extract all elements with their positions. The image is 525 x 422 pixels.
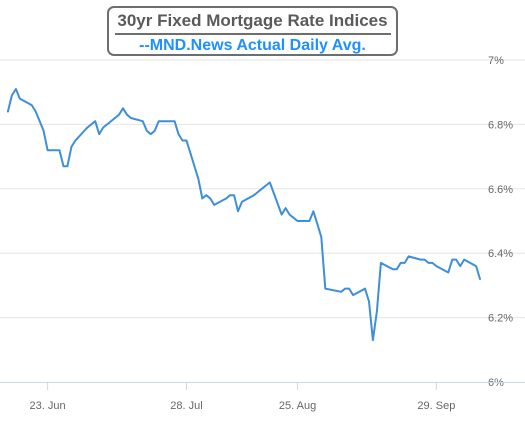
x-axis: 23. Jun 28. Jul 25. Aug 29. Sep (0, 382, 525, 412)
x-tick-label: 29. Sep (417, 400, 455, 412)
title-divider (114, 33, 391, 35)
chart-title-box: 30yr Fixed Mortgage Rate Indices --MND.N… (107, 6, 398, 56)
x-tick-label: 23. Jun (30, 400, 66, 412)
y-tick-label: 6.2% (488, 313, 513, 325)
y-tick-label: 6.6% (488, 184, 513, 196)
y-tick-label: 7% (488, 55, 504, 67)
x-tick-label: 25. Aug (279, 400, 316, 412)
x-tick-label: 28. Jul (170, 400, 202, 412)
y-axis-ticks: 7%6.8%6.6%6.4%6.2%6% (488, 55, 513, 389)
y-tick-label: 6.8% (488, 119, 513, 131)
chart-subtitle: --MND.News Actual Daily Avg. (139, 37, 366, 54)
series-line-mortgage-rate (6, 88, 481, 342)
chart-title: 30yr Fixed Mortgage Rate Indices (117, 11, 388, 30)
y-tick-label: 6.4% (488, 248, 513, 260)
